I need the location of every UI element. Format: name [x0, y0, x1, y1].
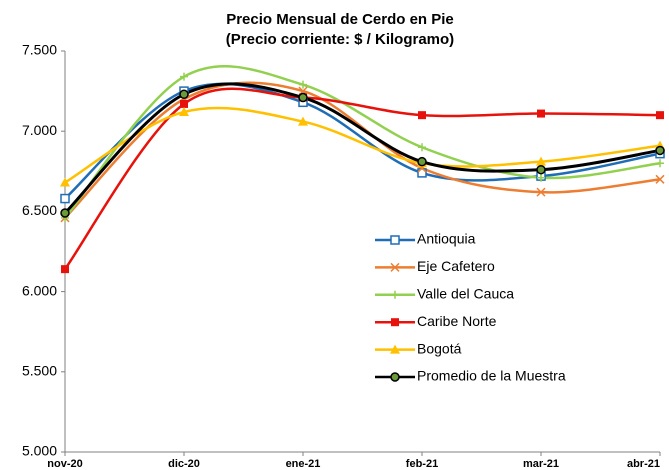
marker: [536, 164, 546, 175]
marker: [298, 116, 308, 126]
marker: [60, 193, 70, 204]
marker: [180, 72, 188, 81]
marker: [179, 106, 189, 116]
marker: [391, 290, 399, 299]
marker: [656, 159, 664, 168]
marker: [180, 99, 188, 108]
series-line: [64, 106, 661, 184]
legend-label: Antioquia: [417, 231, 476, 247]
marker: [655, 145, 665, 156]
y-tick-label: 6.500: [22, 202, 57, 218]
legend-label: Valle del Cauca: [417, 286, 514, 302]
y-tick-label: 7.000: [22, 122, 57, 138]
marker: [61, 265, 69, 274]
x-tick-label: feb-21: [406, 458, 438, 470]
series-line: [64, 82, 661, 200]
x-tick-label: dic-20: [168, 458, 200, 470]
marker: [299, 80, 307, 89]
marker: [656, 111, 664, 120]
marker: [418, 111, 426, 120]
chart-title: Precio Mensual de Cerdo en Pie: [226, 11, 454, 28]
legend-label: Eje Cafetero: [417, 258, 495, 274]
marker: [536, 187, 546, 197]
legend-label: Caribe Norte: [417, 313, 497, 329]
marker: [390, 372, 400, 382]
marker: [536, 156, 546, 166]
marker: [390, 262, 400, 272]
legend-label: Promedio de la Muestra: [417, 368, 566, 384]
marker: [60, 177, 70, 187]
x-tick-label: ene-21: [286, 458, 321, 470]
y-tick-label: 5.000: [22, 443, 57, 459]
marker: [655, 174, 665, 184]
y-tick-label: 5.500: [22, 363, 57, 379]
series-line: [64, 65, 661, 219]
y-tick-label: 6.000: [22, 282, 57, 298]
legend-label: Bogotá: [417, 340, 462, 356]
x-tick-label: mar-21: [523, 458, 559, 470]
marker: [298, 92, 308, 103]
chart-subtitle: (Precio corriente: $ / Kilogramo): [226, 31, 454, 48]
marker: [179, 89, 189, 100]
marker: [390, 344, 400, 354]
marker: [60, 208, 70, 218]
marker: [537, 109, 545, 118]
marker: [537, 173, 545, 182]
marker: [390, 235, 400, 245]
x-tick-label: abr-21: [627, 458, 660, 470]
marker: [418, 143, 426, 152]
y-tick-label: 7.500: [22, 42, 57, 58]
marker: [417, 156, 427, 167]
x-tick-label: nov-20: [47, 458, 82, 470]
marker: [391, 318, 399, 327]
